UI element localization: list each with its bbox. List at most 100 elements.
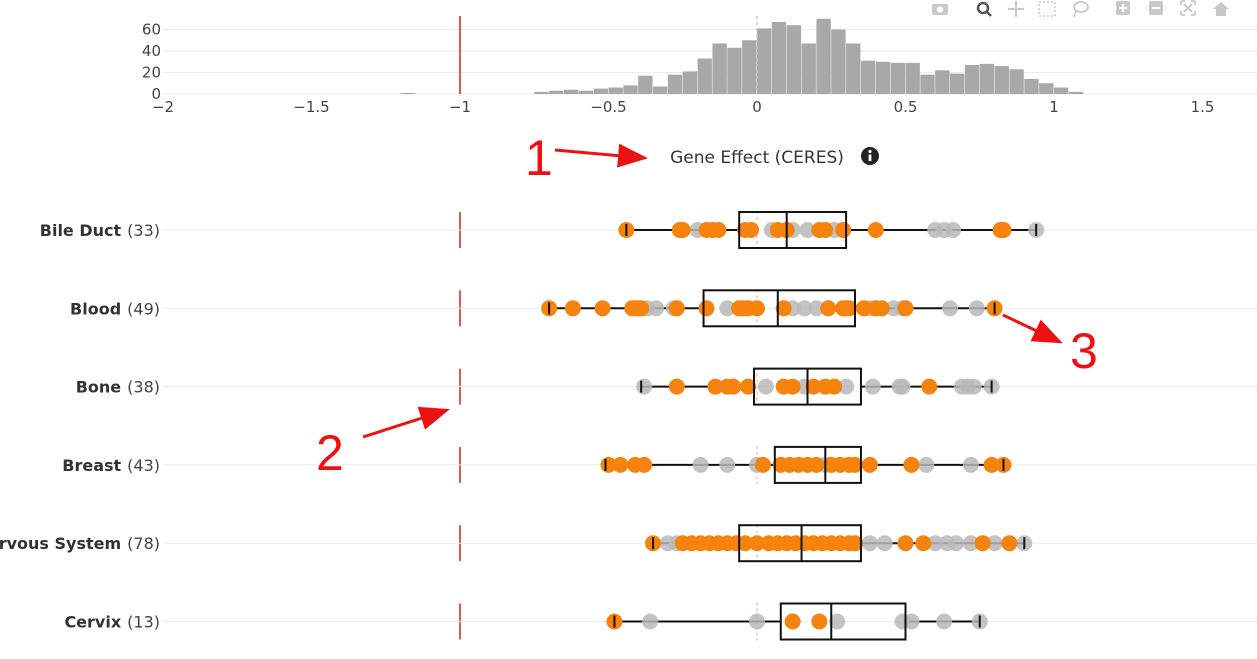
autoscale-icon[interactable] <box>1180 0 1196 16</box>
point-highlight <box>784 378 801 395</box>
lasso-icon[interactable] <box>1073 1 1089 18</box>
point-highlight <box>668 378 685 395</box>
point-other <box>861 535 878 552</box>
point-highlight <box>612 456 629 473</box>
histogram-bar <box>801 43 816 94</box>
pan-icon[interactable] <box>1008 1 1024 17</box>
histogram-bar <box>875 61 891 94</box>
modebar[interactable] <box>932 0 1229 18</box>
point-other <box>757 378 774 395</box>
annotation-number: 1 <box>525 130 553 186</box>
point-highlight <box>784 613 801 630</box>
box-iqr <box>738 524 862 563</box>
point-highlight <box>867 222 884 238</box>
lasso-loop <box>1073 1 1089 13</box>
histogram-bar <box>950 73 965 94</box>
histogram-bar <box>667 74 683 94</box>
x-tick-label: 0 <box>752 98 762 116</box>
zoom-icon[interactable] <box>976 1 992 17</box>
point-highlight <box>805 378 822 395</box>
annotation-arrow <box>1002 313 1063 344</box>
point-other <box>894 378 911 395</box>
zoom-handle <box>986 11 992 17</box>
histogram-bar <box>935 70 950 94</box>
point-other <box>799 222 816 238</box>
point-other <box>719 300 736 317</box>
point-highlight <box>861 456 878 473</box>
category-count: (38) <box>127 378 160 397</box>
camera-lens <box>936 6 944 13</box>
category-count: (49) <box>127 299 160 318</box>
histogram-bar <box>653 86 668 94</box>
point-highlight <box>564 300 581 317</box>
point-other <box>808 300 825 317</box>
box-row: Breast (43) <box>62 445 1257 484</box>
box-select-icon[interactable] <box>1038 1 1056 17</box>
box-row: Central Nervous System (78) <box>0 524 1257 563</box>
point-highlight <box>633 300 650 317</box>
point-highlight <box>841 300 858 317</box>
histogram-bar <box>638 75 653 94</box>
category-name: Bile Duct <box>40 221 122 240</box>
histogram-bar <box>786 25 802 95</box>
histogram-bars <box>400 18 1084 95</box>
histogram-bar <box>1054 87 1069 94</box>
zoom-out-icon[interactable] <box>1149 1 1163 15</box>
point-highlight <box>754 456 771 473</box>
box-iqr <box>738 211 848 249</box>
x-tick-label: −2 <box>152 98 174 116</box>
box-iqr <box>779 602 907 641</box>
category-label: Breast (43) <box>62 456 160 475</box>
annotations: 1 2 3 <box>316 130 1098 481</box>
category-label: Blood (49) <box>70 299 160 318</box>
x-tick-label: 1.5 <box>1191 98 1215 116</box>
category-name: Central Nervous System <box>0 534 121 553</box>
point-highlight <box>847 535 864 552</box>
point-highlight <box>915 535 932 552</box>
autoscale-shape <box>1180 0 1196 16</box>
box-row: Cervix (13) <box>64 602 1257 641</box>
camera-icon[interactable] <box>932 4 948 15</box>
histogram-bar <box>712 43 727 94</box>
point-other <box>945 222 962 238</box>
point-highlight <box>847 456 864 473</box>
histogram-bar <box>727 47 742 94</box>
point-highlight <box>749 300 765 317</box>
point-other <box>986 535 1003 552</box>
point-other <box>903 613 920 630</box>
point-highlight <box>636 456 653 473</box>
home-roof <box>1213 2 1229 9</box>
histogram-bar <box>623 85 638 94</box>
box-select-rect <box>1038 1 1056 17</box>
point-other <box>636 378 653 395</box>
info-circle-icon[interactable] <box>861 147 879 165</box>
zoom-in-icon[interactable] <box>1116 1 1130 15</box>
point-highlight <box>737 535 754 552</box>
point-other <box>947 535 964 552</box>
histogram-bar <box>608 87 623 94</box>
zoom-glass <box>976 1 990 15</box>
point-other <box>927 535 944 552</box>
point-highlight <box>725 378 742 395</box>
home-body <box>1216 9 1226 16</box>
histogram-bar <box>400 92 415 94</box>
point-highlight <box>707 378 724 395</box>
histogram-bar <box>549 90 564 94</box>
point-other <box>936 613 953 630</box>
annotation-arrow <box>554 143 648 168</box>
histogram-bar <box>964 64 980 94</box>
point-other <box>962 535 979 552</box>
point-highlight <box>995 222 1012 238</box>
point-highlight <box>743 222 760 238</box>
point-highlight <box>811 613 828 630</box>
point-other <box>719 456 736 473</box>
histogram-bar <box>890 62 905 94</box>
point-other <box>642 613 659 630</box>
category-name: Blood <box>70 299 121 318</box>
point-highlight <box>855 300 872 317</box>
point-highlight <box>983 456 1000 473</box>
x-tick-label: −1 <box>449 98 471 116</box>
point-highlight <box>710 222 727 238</box>
home-icon[interactable] <box>1213 2 1229 16</box>
point-highlight <box>594 300 611 317</box>
